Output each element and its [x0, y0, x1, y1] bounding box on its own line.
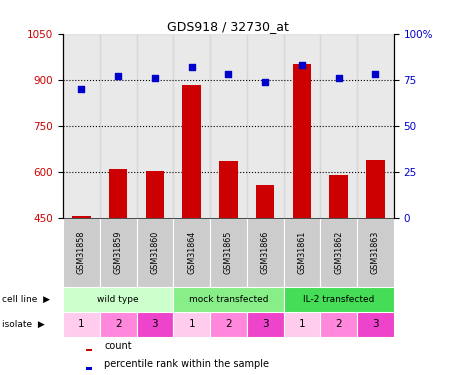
Bar: [247, 312, 284, 337]
Point: [78, 86, 85, 92]
Text: cell line  ▶: cell line ▶: [2, 295, 50, 304]
Bar: [320, 34, 357, 218]
Text: GSM31863: GSM31863: [371, 231, 380, 274]
Bar: [219, 161, 238, 218]
Bar: [136, 218, 173, 287]
Bar: [284, 34, 320, 218]
Bar: [173, 218, 210, 287]
Point: [298, 62, 306, 68]
Bar: [146, 171, 164, 218]
Text: count: count: [104, 341, 132, 351]
Bar: [86, 367, 92, 369]
Point: [372, 71, 379, 77]
Point: [225, 71, 232, 77]
Bar: [210, 312, 247, 337]
Text: 2: 2: [335, 319, 342, 329]
Text: GSM31865: GSM31865: [224, 231, 233, 274]
Bar: [284, 287, 394, 312]
Text: 1: 1: [298, 319, 305, 329]
Point: [114, 73, 122, 79]
Bar: [320, 312, 357, 337]
Bar: [63, 312, 100, 337]
Bar: [292, 64, 311, 218]
Bar: [63, 218, 100, 287]
Bar: [247, 34, 284, 218]
Text: GSM31862: GSM31862: [334, 231, 343, 274]
Bar: [256, 185, 274, 218]
Bar: [173, 312, 210, 337]
Text: GSM31860: GSM31860: [150, 231, 159, 274]
Text: isolate  ▶: isolate ▶: [2, 320, 45, 329]
Text: 3: 3: [262, 319, 269, 329]
Text: 1: 1: [188, 319, 195, 329]
Bar: [284, 312, 320, 337]
Bar: [357, 218, 394, 287]
Text: 1: 1: [78, 319, 85, 329]
Bar: [136, 34, 173, 218]
Point: [261, 79, 269, 85]
Bar: [100, 218, 136, 287]
Text: GSM31858: GSM31858: [77, 231, 86, 274]
Text: GSM31866: GSM31866: [261, 231, 270, 274]
Text: 2: 2: [115, 319, 122, 329]
Bar: [136, 312, 173, 337]
Bar: [63, 287, 173, 312]
Bar: [247, 218, 284, 287]
Point: [335, 75, 342, 81]
Bar: [210, 34, 247, 218]
Point: [188, 64, 195, 70]
Bar: [100, 312, 136, 337]
Bar: [72, 216, 90, 218]
Bar: [100, 34, 136, 218]
Bar: [320, 218, 357, 287]
Bar: [357, 34, 394, 218]
Bar: [173, 34, 210, 218]
Bar: [173, 287, 284, 312]
Title: GDS918 / 32730_at: GDS918 / 32730_at: [167, 20, 289, 33]
Bar: [109, 169, 127, 218]
Text: GSM31861: GSM31861: [297, 231, 306, 274]
Text: IL-2 transfected: IL-2 transfected: [303, 295, 374, 304]
Point: [151, 75, 158, 81]
Bar: [329, 175, 348, 218]
Text: 3: 3: [152, 319, 158, 329]
Text: percentile rank within the sample: percentile rank within the sample: [104, 359, 270, 369]
Text: wild type: wild type: [97, 295, 139, 304]
Text: 3: 3: [372, 319, 379, 329]
Bar: [63, 34, 100, 218]
Bar: [210, 218, 247, 287]
Bar: [86, 349, 92, 351]
Text: 2: 2: [225, 319, 232, 329]
Text: mock transfected: mock transfected: [189, 295, 268, 304]
Text: GSM31859: GSM31859: [113, 231, 122, 274]
Bar: [182, 85, 201, 218]
Bar: [284, 218, 320, 287]
Bar: [366, 160, 385, 218]
Bar: [357, 312, 394, 337]
Text: GSM31864: GSM31864: [187, 231, 196, 274]
